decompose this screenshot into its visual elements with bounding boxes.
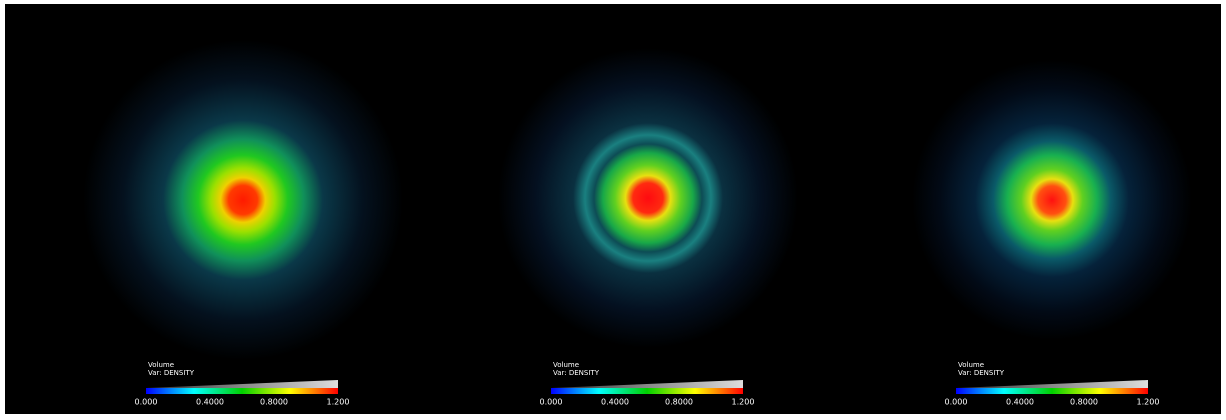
color-bar — [551, 388, 743, 394]
density-volume — [498, 48, 798, 348]
legend-title: Volume — [553, 361, 579, 369]
legend-variable: Var: DENSITY — [148, 369, 195, 377]
visualization: VolumeVar: DENSITY0.0000.40000.80001.200… — [0, 0, 1226, 420]
legend-title: Volume — [958, 361, 984, 369]
legend-title: Volume — [148, 361, 174, 369]
density-volume — [83, 40, 403, 360]
color-bar-tick-label: 0.000 — [135, 398, 158, 407]
color-bar-tick-label: 1.200 — [327, 398, 350, 407]
color-bar-tick-label: 0.000 — [540, 398, 563, 407]
color-bar-tick-label: 1.200 — [732, 398, 755, 407]
color-bar-tick-label: 0.8000 — [1070, 398, 1098, 407]
color-bar-tick-label: 0.8000 — [665, 398, 693, 407]
color-bar-tick-label: 0.000 — [945, 398, 968, 407]
color-bar-tick-label: 0.4000 — [196, 398, 224, 407]
page: VolumeVar: DENSITY0.0000.40000.80001.200… — [0, 0, 1226, 420]
color-bar-tick-label: 0.8000 — [260, 398, 288, 407]
color-bar-tick-label: 0.4000 — [1006, 398, 1034, 407]
color-bar — [956, 388, 1148, 394]
legend-variable: Var: DENSITY — [958, 369, 1005, 377]
color-bar — [146, 388, 338, 394]
color-bar-tick-label: 1.200 — [1137, 398, 1160, 407]
legend-variable: Var: DENSITY — [553, 369, 600, 377]
color-bar-tick-label: 0.4000 — [601, 398, 629, 407]
density-volume — [912, 60, 1192, 340]
